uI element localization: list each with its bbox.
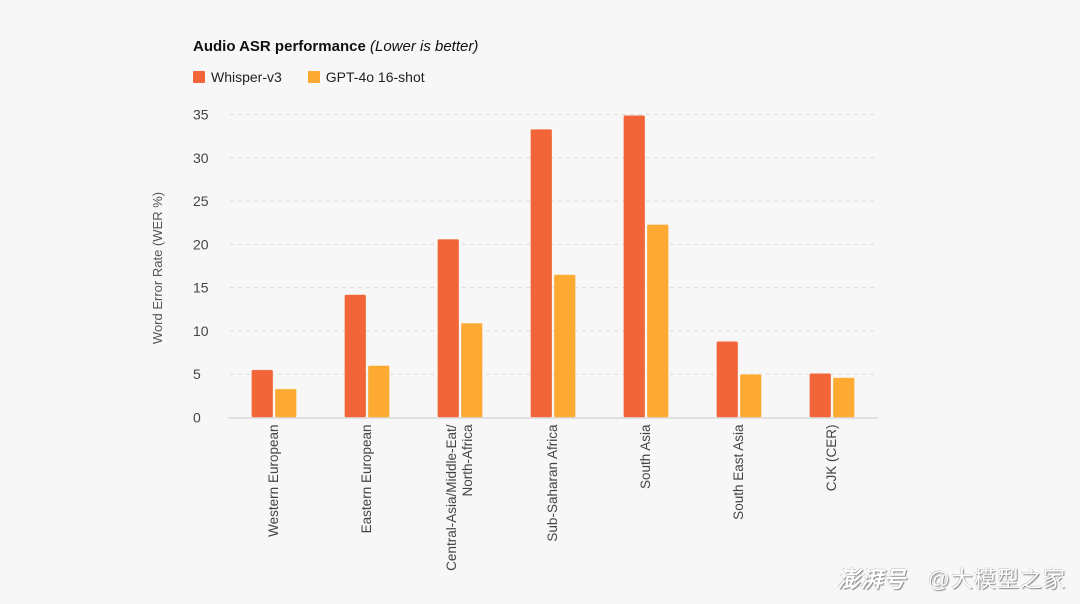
- y-tick-label: 15: [193, 280, 209, 296]
- y-tick-label: 5: [193, 366, 201, 382]
- bar-whisper: [251, 369, 274, 418]
- x-tick-label: North-Africa: [460, 424, 475, 497]
- y-axis-label: Word Error Rate (WER %): [150, 192, 165, 344]
- watermark-brand: 澎湃号: [837, 567, 907, 592]
- legend-item-gpt4o: GPT-4o 16-shot: [307, 69, 425, 85]
- chart-title-main: Audio ASR performance: [193, 38, 366, 55]
- bar-gpt4o: [367, 365, 390, 418]
- legend-label-gpt4o: GPT-4o 16-shot: [325, 69, 425, 85]
- bar-whisper: [530, 128, 553, 418]
- bar-whisper: [716, 340, 739, 418]
- y-tick-label: 10: [193, 323, 209, 339]
- y-tick-label: 30: [193, 150, 209, 166]
- legend-item-whisper: Whisper-v3: [193, 69, 282, 85]
- x-tick-labels: Western European Eastern European Central-…: [266, 424, 839, 571]
- x-tick-label: Central-Asia/Middle-Eat/: [444, 424, 459, 571]
- y-tick-labels: 0 5 10 15 20 25 30 35: [193, 107, 209, 426]
- chart-title: Audio ASR performance (Lower is better): [193, 38, 478, 55]
- bar-gpt4o: [832, 377, 855, 418]
- x-tick-label: South East Asia: [731, 424, 746, 520]
- bars: [251, 114, 855, 418]
- x-tick-label: Sub-Saharan Africa: [545, 424, 560, 542]
- bar-whisper: [344, 294, 367, 418]
- watermark: 澎湃号 @大模型之家: [838, 562, 1066, 594]
- legend-label-whisper: Whisper-v3: [211, 69, 282, 85]
- bar-gpt4o: [553, 274, 576, 418]
- x-tick-label: CJK (CER): [824, 425, 839, 492]
- y-tick-label: 0: [193, 410, 201, 426]
- legend-swatch-whisper: [193, 71, 205, 83]
- legend: Whisper-v3 GPT-4o 16-shot: [193, 69, 451, 85]
- y-tick-label: 25: [193, 193, 209, 209]
- bar-gpt4o: [274, 388, 297, 418]
- chart-subtitle: (Lower is better): [369, 38, 479, 55]
- bar-whisper: [437, 238, 460, 418]
- y-tick-label: 20: [193, 236, 209, 252]
- legend-swatch-gpt4o: [307, 71, 320, 83]
- bar-whisper: [809, 372, 832, 418]
- watermark-handle: @大模型之家: [927, 567, 1066, 592]
- x-tick-label: Eastern European: [359, 425, 374, 534]
- bar-gpt4o: [460, 322, 483, 418]
- y-tick-label: 35: [193, 107, 209, 123]
- bar-gpt4o: [739, 373, 762, 418]
- bar-whisper: [623, 114, 646, 418]
- x-tick-label: Western European: [266, 425, 281, 537]
- x-tick-label: South Asia: [638, 424, 653, 489]
- bar-gpt4o: [646, 224, 669, 418]
